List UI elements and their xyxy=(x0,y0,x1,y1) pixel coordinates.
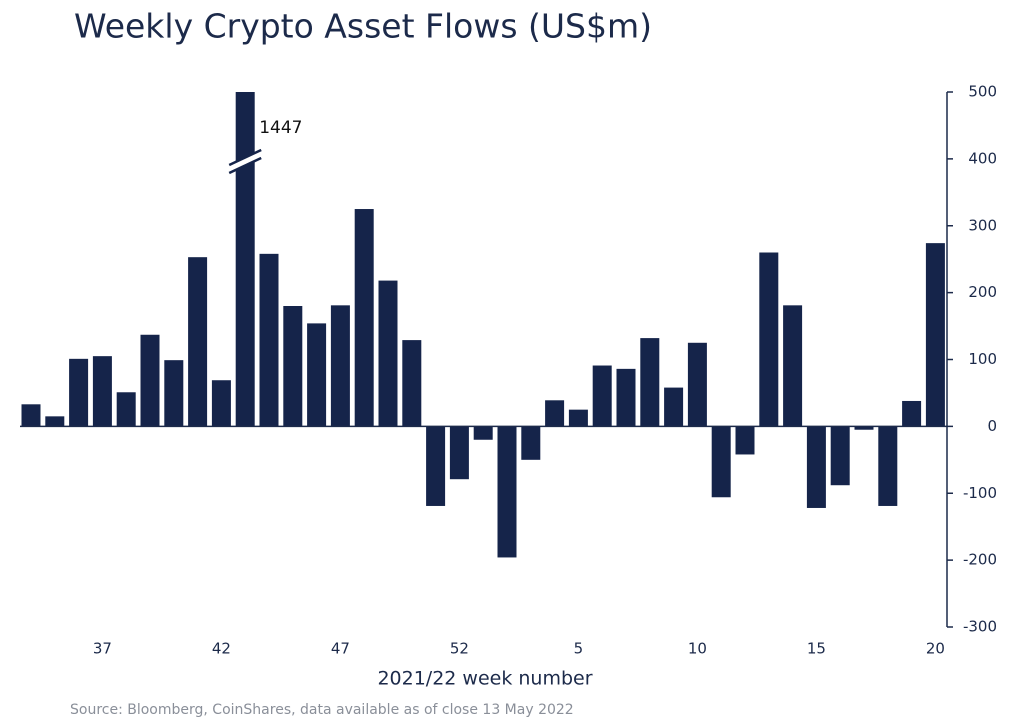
bar xyxy=(687,342,707,427)
bar xyxy=(735,426,755,455)
source-note: Source: Bloomberg, CoinShares, data avai… xyxy=(70,702,574,718)
bar xyxy=(211,380,231,427)
bar xyxy=(592,365,612,427)
bar xyxy=(307,323,327,427)
y-tick-label: 500 xyxy=(968,83,997,101)
bar xyxy=(545,400,565,427)
x-tick-label: 5 xyxy=(574,640,584,658)
bar xyxy=(711,426,731,498)
chart-title: Weekly Crypto Asset Flows (US$m) xyxy=(74,7,652,46)
bar xyxy=(426,426,446,506)
y-tick-label: 0 xyxy=(987,417,997,435)
axis-break-line xyxy=(228,148,262,167)
bar xyxy=(354,209,374,427)
x-tick-label: 20 xyxy=(926,640,945,658)
x-axis-title: 2021/22 week number xyxy=(377,668,592,690)
bar xyxy=(45,416,65,427)
bar xyxy=(188,257,208,427)
bar xyxy=(640,338,660,427)
x-tick-label: 15 xyxy=(807,640,826,658)
bar xyxy=(449,426,469,480)
bar xyxy=(497,426,517,558)
bar xyxy=(902,400,922,427)
bar xyxy=(473,426,493,440)
bar xyxy=(830,426,850,486)
bar xyxy=(259,253,279,427)
bar xyxy=(92,356,112,427)
bar xyxy=(140,334,160,427)
axis-break xyxy=(229,150,262,173)
bar xyxy=(664,387,684,427)
x-tick-label: 42 xyxy=(212,640,231,658)
bar xyxy=(283,306,303,427)
x-tick-label: 47 xyxy=(331,640,350,658)
bar xyxy=(806,426,826,508)
bar xyxy=(568,409,588,427)
value-label: 1447 xyxy=(259,118,302,138)
axis-break-line xyxy=(228,156,262,175)
bar xyxy=(616,368,636,427)
bar xyxy=(235,92,255,427)
bar xyxy=(402,340,422,427)
y-tick-label: 400 xyxy=(968,149,997,167)
bar xyxy=(378,280,398,427)
bar xyxy=(164,360,184,427)
bars xyxy=(21,92,945,558)
bar xyxy=(878,426,898,506)
x-tick-label: 10 xyxy=(688,640,707,658)
bar xyxy=(21,404,41,427)
y-tick-label: -200 xyxy=(963,551,997,569)
x-tick-label: 37 xyxy=(93,640,112,658)
bar xyxy=(783,305,803,427)
y-tick-label: -300 xyxy=(963,618,997,636)
y-tick-label: 200 xyxy=(968,283,997,301)
y-tick-label: -100 xyxy=(963,484,997,502)
y-tick-label: 300 xyxy=(968,216,997,234)
bar xyxy=(521,426,541,460)
bar xyxy=(330,305,350,427)
bar xyxy=(116,392,136,427)
x-tick-label: 52 xyxy=(450,640,469,658)
bar xyxy=(759,252,779,427)
bar xyxy=(69,358,89,427)
bar xyxy=(854,426,874,430)
y-tick-label: 100 xyxy=(968,350,997,368)
bar xyxy=(925,243,945,427)
